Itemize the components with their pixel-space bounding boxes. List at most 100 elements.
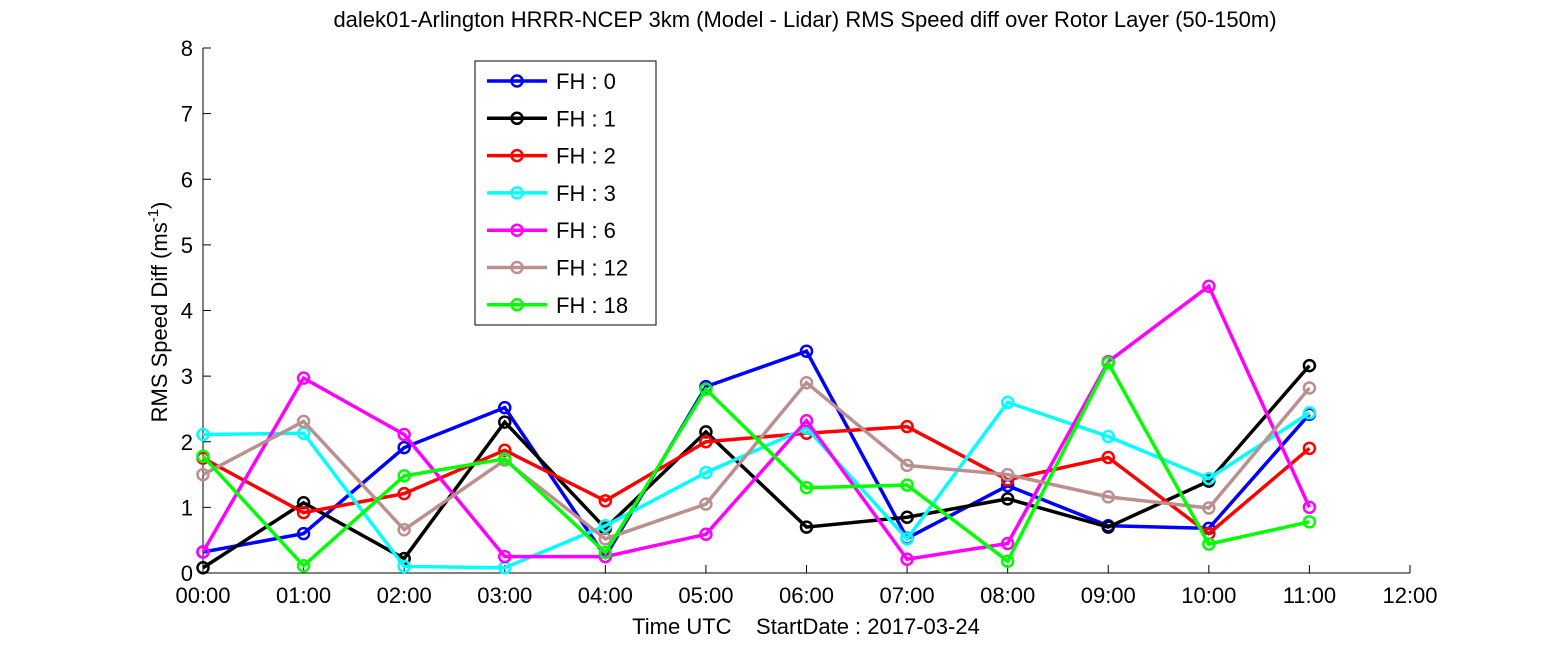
data-point [900, 419, 914, 434]
data-point [699, 382, 713, 396]
y-tick-label: 3 [181, 364, 193, 389]
legend-swatch-marker [510, 111, 524, 126]
legend-entry: FH : 18 [487, 293, 628, 318]
x-tick-label: 07:00 [880, 583, 935, 608]
data-point [397, 486, 411, 501]
data-point [196, 427, 210, 442]
x-tick-label: 09:00 [1081, 583, 1136, 608]
data-point [498, 452, 512, 466]
legend-swatch-marker [510, 260, 524, 275]
data-point [1302, 441, 1317, 456]
legend-label: FH : 0 [556, 69, 616, 94]
y-tick-label: 7 [181, 102, 193, 127]
series-6 [196, 375, 1317, 546]
data-point [397, 559, 411, 574]
data-point [296, 414, 311, 429]
y-axis-label: RMS Speed Diff (ms-1) [145, 202, 172, 423]
x-tick-label: 06:00 [779, 583, 834, 608]
data-point [1302, 406, 1317, 420]
data-point [397, 522, 411, 537]
chart-title: dalek01-Arlington HRRR-NCEP 3km (Model -… [333, 7, 1276, 32]
data-point [498, 400, 512, 415]
data-point [196, 545, 210, 559]
data-point [1101, 490, 1115, 504]
legend-swatch-marker [510, 298, 524, 312]
x-axis-tick-labels: 00:00 01:00 02:00 03:00 04:00 05:00 06:00 07:00… [175, 583, 1437, 608]
legend-entry: FH : 3 [487, 181, 616, 206]
data-point [699, 497, 713, 511]
data-point [1202, 537, 1216, 551]
data-point [900, 552, 914, 566]
legend-label: FH : 1 [556, 106, 616, 131]
data-point [196, 561, 210, 575]
data-point [699, 527, 713, 542]
x-axis-label: Time UTC StartDate : 2017-03-24 [632, 614, 980, 639]
x-tick-label: 00:00 [175, 583, 230, 608]
x-tick-label: 02:00 [377, 583, 432, 608]
data-point [397, 440, 411, 455]
series-5 [196, 279, 1317, 566]
data-point [1302, 515, 1317, 529]
data-point [1000, 467, 1015, 482]
series-layer [196, 279, 1317, 575]
series-line [202, 364, 1311, 570]
y-tick-label: 2 [181, 430, 193, 455]
series-line [202, 380, 1311, 541]
legend-label: FH : 2 [556, 144, 616, 169]
legend-label: FH : 18 [556, 293, 628, 318]
data-point [900, 478, 914, 492]
data-point [598, 532, 613, 546]
legend: FH : 0 FH : 1 FH : 2 FH : 3 FH : 6 FH : 12 FH … [474, 60, 657, 326]
series-2 [196, 358, 1317, 575]
data-point [196, 467, 210, 482]
legend-swatch-marker [510, 74, 524, 88]
series-line [201, 359, 1310, 569]
data-point [498, 415, 512, 429]
legend-label: FH : 3 [556, 181, 616, 206]
data-point [1202, 471, 1216, 486]
y-tick-label: 5 [181, 233, 193, 258]
data-point [1302, 381, 1317, 395]
series-line [202, 349, 1311, 560]
x-tick-label: 05:00 [678, 583, 733, 608]
data-point [699, 465, 713, 480]
legend-entry: FH : 2 [487, 144, 616, 169]
data-point [1101, 450, 1115, 465]
legend-entry: FH : 6 [487, 218, 616, 243]
data-point [1202, 501, 1216, 515]
legend-label: FH : 12 [556, 256, 628, 281]
y-tick-label: 8 [181, 36, 193, 61]
data-point [1000, 554, 1015, 568]
legend-swatch-marker [510, 186, 524, 200]
x-tick-label: 08:00 [980, 583, 1035, 608]
data-point [1101, 429, 1115, 444]
data-point [598, 545, 613, 560]
legend-swatch-marker [510, 148, 524, 163]
data-point [1302, 358, 1317, 373]
y-tick-label: 6 [181, 167, 193, 192]
series-7 [196, 356, 1317, 573]
x-tick-label: 12:00 [1382, 583, 1437, 608]
data-point [498, 549, 512, 564]
y-tick-label: 0 [181, 561, 193, 586]
x-tick-label: 04:00 [578, 583, 633, 608]
data-point [900, 532, 914, 546]
x-tick-label: 01:00 [276, 583, 331, 608]
x-tick-label: 11:00 [1283, 583, 1336, 608]
data-point [296, 371, 311, 385]
data-point [296, 559, 311, 573]
data-point [900, 458, 914, 473]
data-point [598, 494, 613, 508]
data-point [598, 519, 613, 533]
legend-swatch-marker [510, 223, 524, 237]
y-tick-label: 4 [181, 299, 193, 324]
data-point [1000, 536, 1015, 551]
data-point [397, 469, 411, 483]
data-point [699, 435, 713, 449]
x-tick-label: 03:00 [477, 583, 532, 608]
data-point [799, 375, 814, 390]
series-line [201, 283, 1312, 562]
legend-label: FH : 6 [556, 218, 616, 243]
data-point [799, 480, 814, 495]
data-point [900, 510, 914, 524]
